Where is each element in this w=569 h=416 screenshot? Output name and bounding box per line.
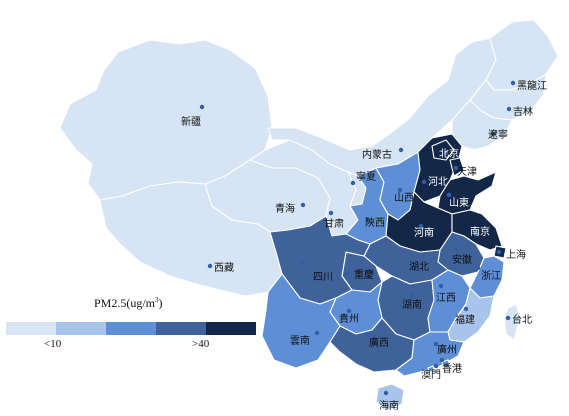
region-macau — [427, 365, 435, 373]
legend-low-label: <10 — [44, 338, 62, 350]
dot-jiangxi — [438, 283, 444, 289]
dot-taiwan — [505, 315, 511, 321]
dot-zhejiang — [475, 265, 481, 271]
legend-swatch-4 — [156, 322, 206, 335]
label-fujian: 福建 — [455, 313, 475, 326]
label-jiangsu: 南京 — [470, 225, 490, 238]
label-shanghai: 上海 — [506, 248, 526, 261]
label-hubei: 湖北 — [409, 261, 429, 273]
dot-ningxia — [350, 180, 356, 186]
dot-chongqing — [344, 270, 350, 276]
label-liaoning: 遼寧 — [488, 128, 508, 141]
dot-guizhou — [346, 308, 352, 314]
dot-gansu — [328, 210, 334, 216]
label-guizhou: 貴州 — [339, 312, 359, 325]
dot-sichuan — [300, 259, 306, 265]
label-shandong: 山東 — [449, 196, 469, 209]
dot-macau — [433, 363, 439, 369]
dot-heilongjiang — [510, 80, 516, 86]
legend-swatch-3 — [106, 322, 156, 335]
dot-fujian — [463, 306, 469, 312]
label-ningxia: 寧夏 — [356, 170, 376, 183]
legend-swatch-5 — [206, 322, 256, 335]
region-hongkong — [441, 359, 451, 369]
region-guangdong — [395, 331, 465, 377]
label-jiangxi: 江西 — [436, 292, 456, 304]
label-macau: 澳門 — [421, 368, 441, 381]
label-qinghai: 青海 — [275, 202, 295, 215]
dot-xinjiang — [199, 104, 205, 110]
label-henan: 河南 — [414, 226, 434, 239]
dot-beijing — [443, 150, 449, 156]
province-labels: 新疆 西藏 青海 甘肃 内蒙古 寧夏 黑龍江 吉林 遼寧 陝西 山西 四川 重慶… — [181, 79, 547, 412]
label-heilongjiang: 黑龍江 — [517, 79, 547, 92]
label-hongkong: 香港 — [442, 363, 462, 375]
dot-hongkong — [439, 357, 445, 363]
dot-xizang — [207, 263, 213, 269]
dot-shaanxi — [365, 217, 371, 223]
dot-guangxi — [364, 331, 370, 337]
dot-anhui — [452, 246, 458, 252]
dot-guangdong — [433, 341, 439, 347]
dot-hunan — [409, 293, 415, 299]
legend-color-bar — [6, 322, 256, 335]
dot-neimenggu — [398, 147, 404, 153]
label-guangxi: 廣西 — [369, 336, 389, 349]
dot-henan — [418, 223, 424, 229]
label-shaanxi: 陝西 — [365, 217, 385, 229]
label-jilin: 吉林 — [513, 105, 533, 118]
legend-swatch-2 — [56, 322, 106, 335]
region-liaoning — [451, 99, 513, 151]
label-gansu: 甘肃 — [324, 217, 344, 230]
dot-liaoning — [490, 131, 496, 137]
dot-jilin — [506, 106, 512, 112]
dot-tianjin — [453, 165, 459, 171]
legend-title: PM2.5(ug/m3) — [94, 296, 163, 311]
dot-hebei — [421, 179, 427, 185]
label-chongqing: 重慶 — [354, 268, 374, 281]
dot-yunnan — [314, 330, 320, 336]
label-hainan: 海南 — [379, 399, 399, 412]
dot-jiangsu — [474, 231, 480, 237]
region-taiwan — [503, 303, 521, 341]
region-yunnan — [261, 273, 341, 369]
dot-hubei — [409, 261, 415, 267]
label-tianjin: 天津 — [457, 166, 477, 178]
pm25-legend: PM2.5(ug/m3) <10 >40 — [6, 296, 258, 356]
province-layer — [59, 19, 559, 411]
label-zhejiang: 浙江 — [481, 270, 501, 282]
label-xizang: 西藏 — [214, 262, 234, 274]
label-yunnan: 雲南 — [290, 334, 310, 347]
dot-shanxi — [397, 187, 403, 193]
label-beijing: 北京 — [439, 147, 459, 160]
legend-title-text: PM2.5(ug/m — [94, 296, 156, 310]
label-guangdong: 廣州 — [437, 343, 457, 356]
region-beijing — [431, 139, 455, 161]
dot-shandong — [446, 192, 452, 198]
label-hunan: 湖南 — [402, 298, 422, 311]
dot-hainan — [383, 390, 389, 396]
city-markers — [199, 80, 516, 396]
legend-title-close: ) — [158, 296, 163, 310]
legend-high-label: >40 — [192, 338, 210, 350]
label-xinjiang: 新疆 — [181, 115, 201, 128]
label-neimenggu: 内蒙古 — [362, 148, 392, 161]
region-hainan — [375, 383, 405, 411]
dot-shanghai — [496, 249, 502, 255]
label-hebei: 河北 — [428, 176, 448, 188]
label-anhui: 安徽 — [452, 253, 472, 266]
legend-title-superscript: 3 — [155, 296, 159, 304]
legend-swatch-1 — [6, 322, 56, 335]
label-taiwan: 台北 — [512, 313, 532, 326]
label-shanxi: 山西 — [394, 192, 414, 204]
label-sichuan: 四川 — [313, 272, 333, 283]
dot-qinghai — [300, 202, 306, 208]
